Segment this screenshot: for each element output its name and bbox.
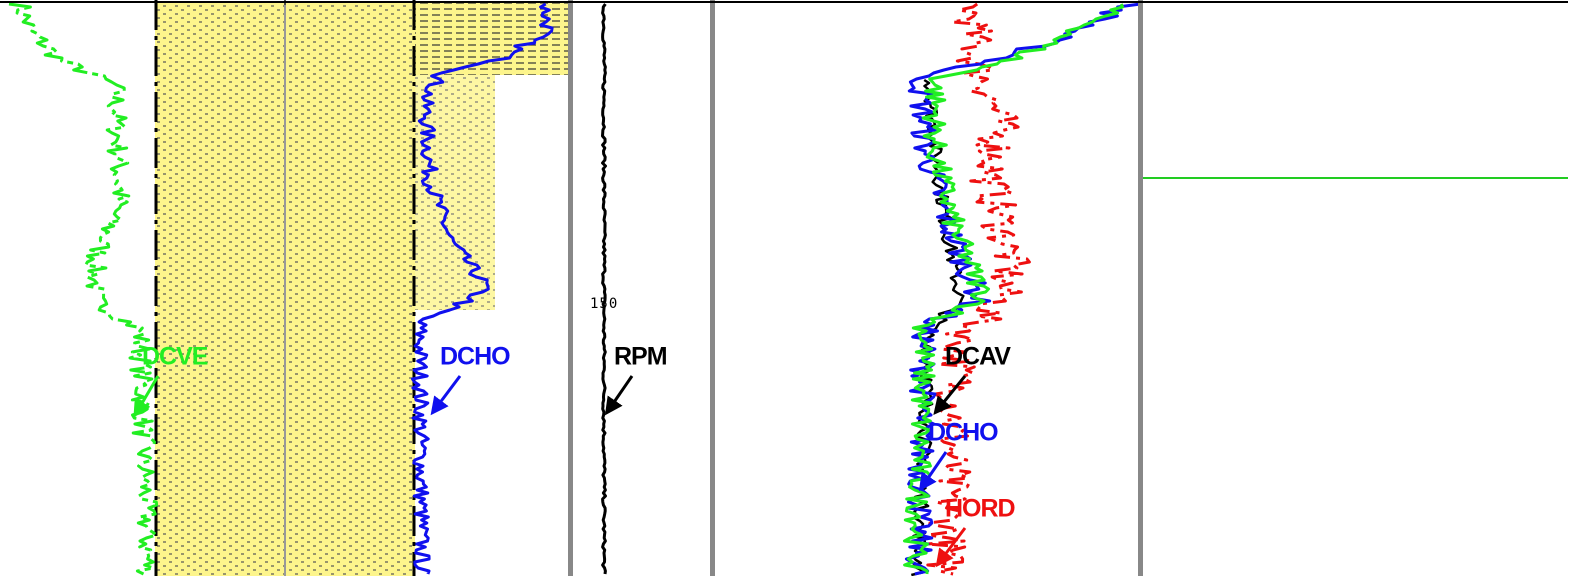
rpm-curve xyxy=(603,4,606,574)
scale-label: 150 xyxy=(590,296,618,312)
well-log-view: DCVE DCHO 150 RPM DCAV DCHO HORD xyxy=(0,0,1584,576)
track-separator xyxy=(710,0,715,576)
label-arrow xyxy=(436,376,460,408)
track-separator xyxy=(568,0,573,576)
dcho-curve xyxy=(906,4,1140,574)
lithology-fill xyxy=(415,75,495,310)
curve-label: DCAV xyxy=(945,343,1011,371)
label-arrow xyxy=(939,376,965,408)
shale-fill xyxy=(415,3,570,75)
right-margin xyxy=(1568,0,1584,576)
curve-label: DCHO xyxy=(928,419,998,447)
page: DCVE DCHO 150 RPM DCAV DCHO HORD (() => … xyxy=(0,0,1584,576)
track-separator xyxy=(1138,0,1143,576)
curve-label: DCHO xyxy=(440,343,510,371)
label-arrow xyxy=(610,376,632,408)
dcve-curve xyxy=(905,4,1123,574)
track-2-curves xyxy=(603,4,606,574)
curve-label: RPM xyxy=(614,343,667,371)
curve-label: DCVE xyxy=(142,343,208,371)
dcve-curve xyxy=(9,4,157,574)
curve-label: HORD xyxy=(945,495,1015,523)
track-3-curves xyxy=(905,4,1141,575)
